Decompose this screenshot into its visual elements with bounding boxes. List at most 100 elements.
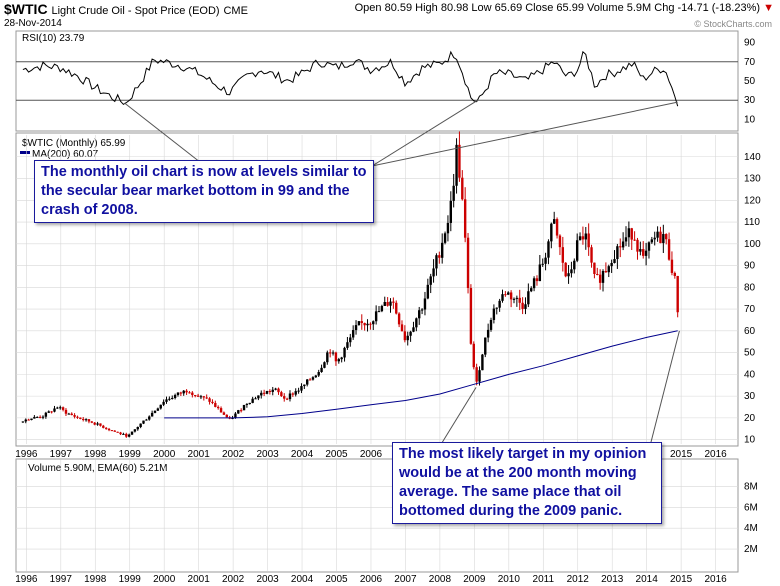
price-candle [544, 257, 547, 264]
price-candle [418, 310, 421, 319]
price-candle [498, 300, 501, 308]
price-candle [44, 412, 48, 417]
x-tick-label: 2001 [188, 574, 211, 585]
price-candle [575, 240, 579, 261]
price-candle [420, 309, 424, 311]
price-candle [377, 311, 381, 313]
rsi-line [22, 50, 679, 107]
price-candle [564, 262, 567, 277]
price-candle [294, 391, 297, 395]
price-candle [515, 297, 519, 299]
price-candle [532, 278, 536, 289]
price-candle [659, 231, 662, 244]
price-candle [624, 237, 628, 242]
price-candle [535, 278, 539, 282]
x-tick-label: 1999 [119, 449, 142, 460]
price-candle [254, 398, 257, 400]
price-candle [127, 434, 131, 437]
x-tick-label: 2013 [601, 574, 624, 585]
x-tick-label: 2002 [222, 449, 245, 460]
price-candle [308, 379, 312, 381]
price-candle [380, 305, 384, 312]
volume-tick-label: 8M [744, 481, 758, 492]
price-candle [219, 408, 223, 413]
price-candle [363, 323, 366, 326]
price-candle [449, 200, 453, 223]
price-candle [570, 269, 573, 274]
price-candle [492, 308, 496, 320]
x-tick-label: 2005 [325, 449, 348, 460]
price-candle [179, 392, 183, 394]
price-candle [331, 352, 335, 354]
price-candle [406, 335, 409, 341]
price-candle [285, 398, 289, 400]
x-tick-label: 2007 [394, 574, 417, 585]
price-candle [24, 419, 27, 422]
price-candle [119, 432, 122, 435]
price-candle [616, 246, 619, 260]
price-tick-label: 40 [744, 369, 756, 380]
price-candle [231, 417, 234, 419]
price-candle [653, 237, 656, 240]
price-candle [518, 297, 521, 303]
price-candle [670, 259, 674, 273]
price-candle [642, 249, 645, 256]
price-candle [349, 337, 352, 343]
quote-values: Open 80.59 High 80.98 Low 65.69 Close 65… [354, 2, 761, 14]
price-candle [64, 409, 68, 414]
price-candle [512, 298, 516, 300]
rsi-tick-label: 30 [744, 95, 756, 106]
x-tick-label: 2006 [360, 449, 383, 460]
price-candle [59, 407, 62, 409]
price-candle [538, 264, 542, 282]
price-candle [99, 423, 102, 426]
price-candle [346, 342, 349, 348]
price-candle [472, 343, 475, 368]
price-candle [469, 288, 473, 344]
x-tick-label: 2002 [222, 574, 245, 585]
price-candle [452, 185, 455, 201]
price-candle [237, 410, 240, 414]
price-candle [194, 395, 197, 397]
price-candle [328, 352, 332, 354]
callout-top: The monthly oil chart is now at levels s… [34, 160, 374, 223]
price-candle [182, 390, 185, 394]
x-tick-label: 2003 [256, 449, 279, 460]
price-candle [412, 327, 415, 332]
price-candle [403, 331, 407, 341]
callout-pointer [371, 101, 678, 167]
price-candle [354, 325, 358, 331]
price-candle [61, 407, 65, 410]
price-candle [409, 331, 412, 336]
price-candle [584, 233, 587, 240]
price-candle [136, 427, 139, 430]
rsi-tick-label: 70 [744, 57, 756, 68]
price-candle [475, 367, 478, 382]
price-candle [245, 403, 249, 405]
price-candle [495, 307, 498, 309]
price-candle [311, 377, 315, 380]
price-candle [38, 416, 42, 418]
price-candle [521, 302, 524, 309]
price-candle [647, 242, 651, 251]
price-candle [84, 419, 88, 421]
price-candle [604, 271, 608, 273]
price-candle [76, 416, 79, 418]
price-candle [216, 406, 220, 409]
price-candle [481, 354, 484, 371]
price-candle [392, 301, 395, 303]
x-tick-label: 2000 [153, 574, 176, 585]
price-candle [53, 408, 56, 412]
callout-pointer [439, 387, 477, 447]
price-candle [561, 247, 565, 263]
price-candle [630, 228, 633, 240]
rsi-tick-label: 50 [744, 76, 756, 87]
ma-label: MA(200) 60.07 [32, 149, 99, 160]
price-candle [501, 294, 504, 301]
price-candle [300, 386, 303, 391]
price-candle [122, 433, 125, 435]
price-candle [159, 404, 162, 409]
price-candle [524, 304, 527, 309]
price-candle [214, 402, 217, 407]
